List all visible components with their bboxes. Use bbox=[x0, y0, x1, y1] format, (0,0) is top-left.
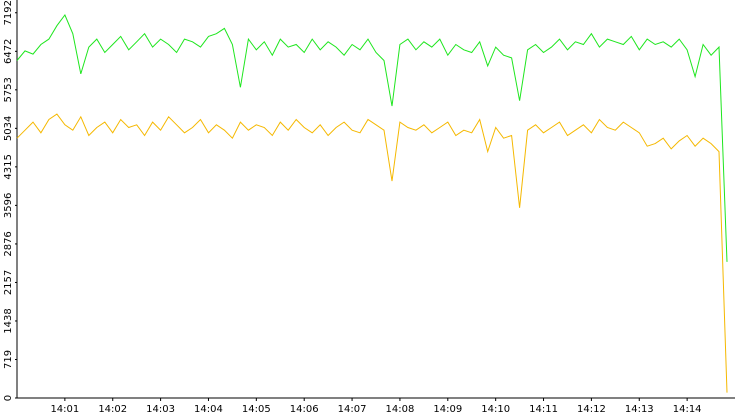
x-tick-label: 14:10 bbox=[481, 404, 510, 415]
x-tick-label: 14:07 bbox=[338, 404, 367, 415]
y-tick-label: 0 bbox=[3, 395, 14, 401]
y-tick-label: 2876 bbox=[3, 231, 14, 256]
series-line bbox=[16, 113, 728, 393]
x-tick-label: 14:13 bbox=[625, 404, 654, 415]
y-tick-label: 1438 bbox=[3, 308, 14, 333]
y-tick-label: 3596 bbox=[3, 193, 14, 218]
x-tick-label: 14:03 bbox=[146, 404, 175, 415]
series-line bbox=[16, 14, 728, 262]
x-tick-label: 14:09 bbox=[433, 404, 462, 415]
x-tick-label: 14:06 bbox=[290, 404, 319, 415]
y-tick-label: 6472 bbox=[3, 39, 14, 64]
x-tick-label: 14:04 bbox=[194, 404, 223, 415]
x-tick-label: 14:01 bbox=[50, 404, 79, 415]
x-tick-label: 14:11 bbox=[529, 404, 558, 415]
x-tick-label: 14:08 bbox=[386, 404, 415, 415]
x-tick-label: 14:14 bbox=[673, 404, 702, 415]
y-tick-label: 2157 bbox=[3, 270, 14, 295]
y-tick-label: 4315 bbox=[3, 154, 14, 179]
y-tick-label: 719 bbox=[3, 350, 14, 369]
y-tick-label: 5753 bbox=[3, 77, 14, 102]
x-tick-label: 14:12 bbox=[577, 404, 606, 415]
x-tick-label: 14:05 bbox=[242, 404, 271, 415]
y-tick-label: 5034 bbox=[3, 116, 14, 141]
x-tick-label: 14:02 bbox=[98, 404, 127, 415]
y-tick-label: 7192 bbox=[3, 0, 14, 25]
